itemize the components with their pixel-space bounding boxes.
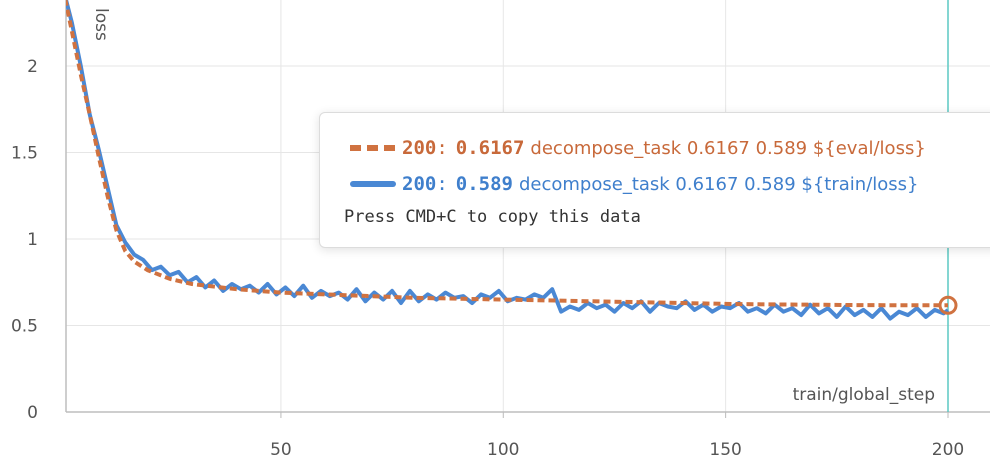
tooltip-step: 200	[402, 173, 437, 195]
copy-hint: Press CMD+C to copy this data	[344, 207, 641, 227]
hover-marker-eval	[938, 295, 958, 315]
x-tick-label: 100	[487, 440, 519, 460]
x-axis-title: train/global_step	[793, 385, 935, 405]
tooltip-value: 0.589	[455, 173, 513, 195]
tooltip-sep: :	[436, 137, 448, 159]
x-tick-label: 150	[709, 440, 741, 460]
tooltip-series-label: decompose_task 0.6167 0.589 ${eval/loss}	[530, 137, 926, 159]
y-tick-label: 1.5	[11, 144, 38, 164]
train-series-swatch	[350, 181, 396, 187]
eval-loss-line	[66, 0, 948, 308]
tooltip-row-eval: 200 : 0.6167 decompose_task 0.6167 0.589…	[350, 135, 926, 161]
y-tick-label: 0	[27, 403, 38, 423]
x-tick-label: 50	[270, 440, 292, 460]
y-tick-label: 1	[27, 230, 38, 250]
tooltip-row-train: 200 : 0.589 decompose_task 0.6167 0.589 …	[350, 171, 918, 197]
y-tick-label: 2	[27, 57, 38, 77]
x-tick-label: 200	[932, 440, 964, 460]
y-axis-title: loss	[91, 8, 111, 41]
axes: 0 0.5 1 1.5 2 50 100 150 200	[11, 0, 990, 460]
y-tick-label: 0.5	[11, 317, 38, 337]
tooltip-value: 0.6167	[455, 137, 525, 159]
tooltip-series-label: decompose_task 0.6167 0.589 ${train/loss…	[518, 173, 919, 195]
hover-tooltip: 200 : 0.6167 decompose_task 0.6167 0.589…	[319, 112, 990, 248]
tooltip-sep: :	[436, 173, 448, 195]
tooltip-step: 200	[402, 137, 437, 159]
eval-series-swatch	[350, 145, 396, 151]
